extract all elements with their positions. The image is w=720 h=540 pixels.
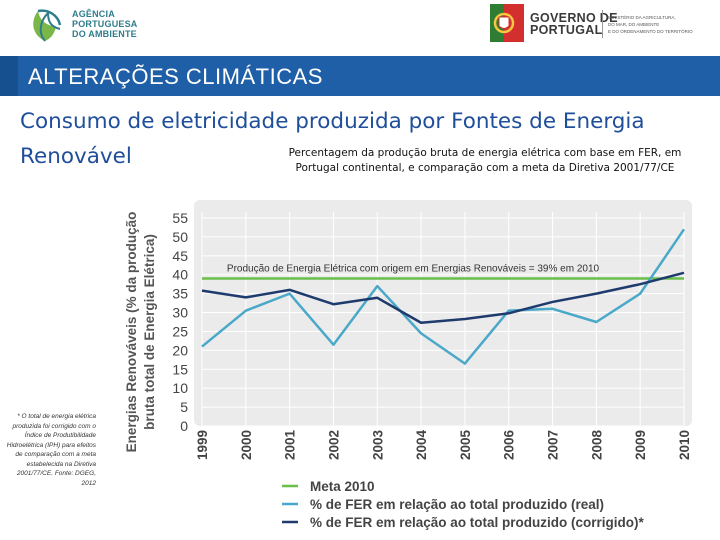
y-tick-label: 5 (180, 399, 188, 415)
banner-title: ALTERAÇÕES CLIMÁTICAS (28, 64, 323, 89)
y-tick-label: 40 (172, 267, 188, 283)
apa-logo: AGÊNCIA PORTUGUESA DO AMBIENTE (26, 5, 166, 45)
slide-title: Consumo de eletricidade produzida por Fo… (20, 109, 645, 169)
chart-annotation: Produção de Energia Elétrica com origem … (227, 264, 600, 275)
portugal-shield-icon (490, 4, 524, 42)
y-tick-label: 10 (172, 380, 188, 396)
x-tick-label: 2006 (502, 429, 517, 460)
x-tick-label: 2009 (633, 430, 648, 460)
legend-label: % de FER em relação ao total produzido (… (310, 497, 604, 512)
legend-label: Meta 2010 (310, 479, 375, 494)
x-tick-label: 2010 (677, 430, 692, 460)
x-tick-label: 1999 (195, 430, 210, 460)
chart-subtitle: Percentagem da produção bruta de energia… (288, 147, 682, 174)
x-tick-label: 2000 (239, 430, 254, 460)
x-tick-label: 2002 (326, 430, 341, 460)
y-tick-label: 0 (180, 418, 188, 434)
y-tick-label: 20 (172, 342, 188, 358)
gov-name-text: GOVERNO DE PORTUGAL (530, 11, 618, 37)
x-tick-label: 2005 (458, 429, 473, 460)
y-tick-label: 45 (172, 248, 188, 264)
y-axis-label: Energias Renováveis (% da produção (124, 212, 139, 453)
y-axis-label: bruta total de Energia Elétrica) (142, 234, 157, 430)
legend-label: % de FER em relação ao total produzido (… (310, 515, 645, 530)
y-tick-label: 15 (172, 361, 188, 377)
leaf-logo-icon (33, 9, 62, 42)
chart-container: 0 5 10 15 20 25 30 35 40 45 50 55 1999 2000 2001 2002 20… (112, 196, 706, 538)
ministry-text: MINISTÉRIO DA AGRICULTURA, DO MAR, DO AM… (608, 15, 693, 34)
x-tick-label: 2007 (546, 430, 561, 460)
banner-accent (0, 56, 18, 96)
logo-separator (602, 10, 603, 38)
footnote: * O total de energia elétrica produzida … (6, 413, 96, 487)
line-chart: 0 5 10 15 20 25 30 35 40 45 50 55 1999 2000 2001 2002 20… (124, 200, 692, 530)
y-tick-label: 25 (172, 323, 188, 339)
x-tick-label: 2008 (589, 429, 604, 460)
y-tick-label: 35 (172, 286, 188, 302)
x-tick-label: 2003 (370, 429, 385, 460)
y-tick-label: 50 (172, 229, 188, 245)
x-tick-label: 2004 (414, 429, 429, 460)
gov-portugal-logo: GOVERNO DE PORTUGAL MINISTÉRIO DA AGRICU… (490, 4, 715, 44)
apa-logo-text: AGÊNCIA PORTUGUESA DO AMBIENTE (72, 9, 138, 39)
fer-real-line (201, 228, 686, 365)
y-tick-label: 55 (172, 210, 188, 226)
y-tick-label: 30 (172, 305, 188, 321)
fer-corrigido-line (201, 271, 685, 325)
x-tick-label: 2001 (283, 429, 298, 460)
section-banner: ALTERAÇÕES CLIMÁTICAS (0, 56, 720, 96)
